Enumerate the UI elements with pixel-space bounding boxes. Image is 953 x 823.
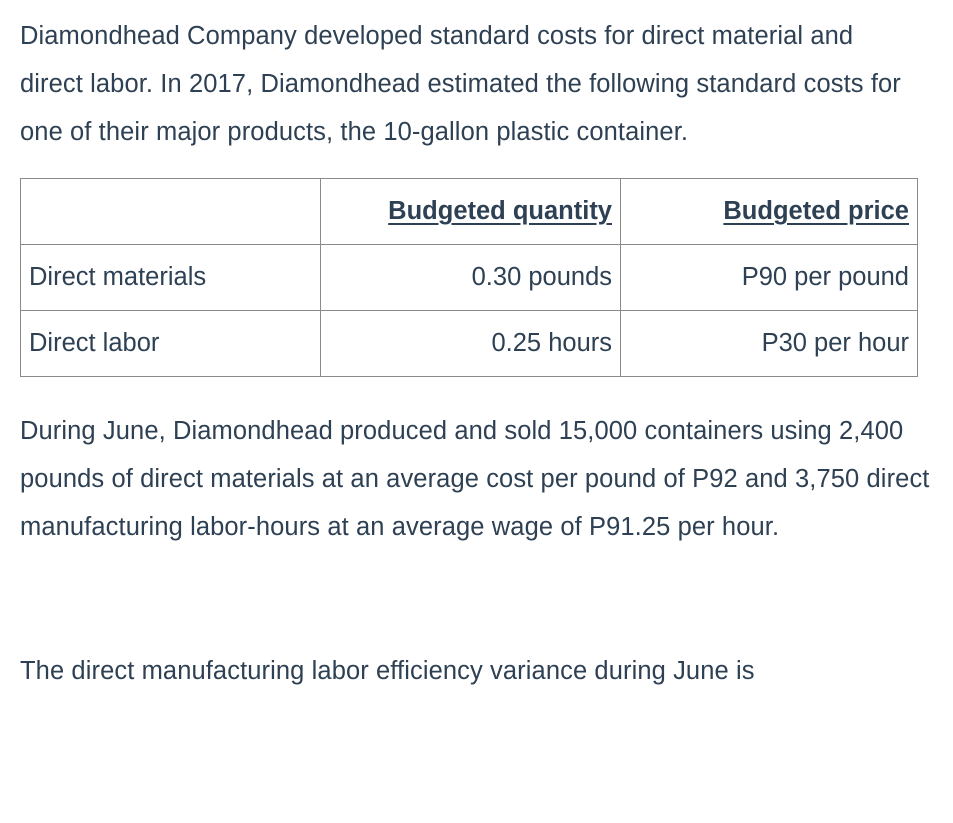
standard-costs-table: Budgeted quantity Budgeted price Direct … xyxy=(20,178,918,377)
header-budgeted-price: Budgeted price xyxy=(620,178,918,245)
row-quantity: 0.25 hours xyxy=(320,310,621,377)
header-blank-cell xyxy=(20,178,321,245)
intro-paragraph: Diamondhead Company developed standard c… xyxy=(20,22,901,146)
table-row-direct-labor: Direct labor 0.25 hours P30 per hour xyxy=(20,310,918,377)
question-text: The direct manufacturing labor efficienc… xyxy=(20,657,755,685)
body-paragraph: During June, Diamondhead produced and so… xyxy=(20,417,930,541)
row-quantity: 0.30 pounds xyxy=(320,244,621,311)
row-label: Direct materials xyxy=(20,244,321,311)
row-price: P90 per pound xyxy=(620,244,918,311)
table-header-row: Budgeted quantity Budgeted price xyxy=(20,178,918,245)
row-label: Direct labor xyxy=(20,310,321,377)
row-price: P30 per hour xyxy=(620,310,918,377)
header-budgeted-quantity: Budgeted quantity xyxy=(320,178,621,245)
table-row-direct-materials: Direct materials 0.30 pounds P90 per pou… xyxy=(20,244,918,311)
